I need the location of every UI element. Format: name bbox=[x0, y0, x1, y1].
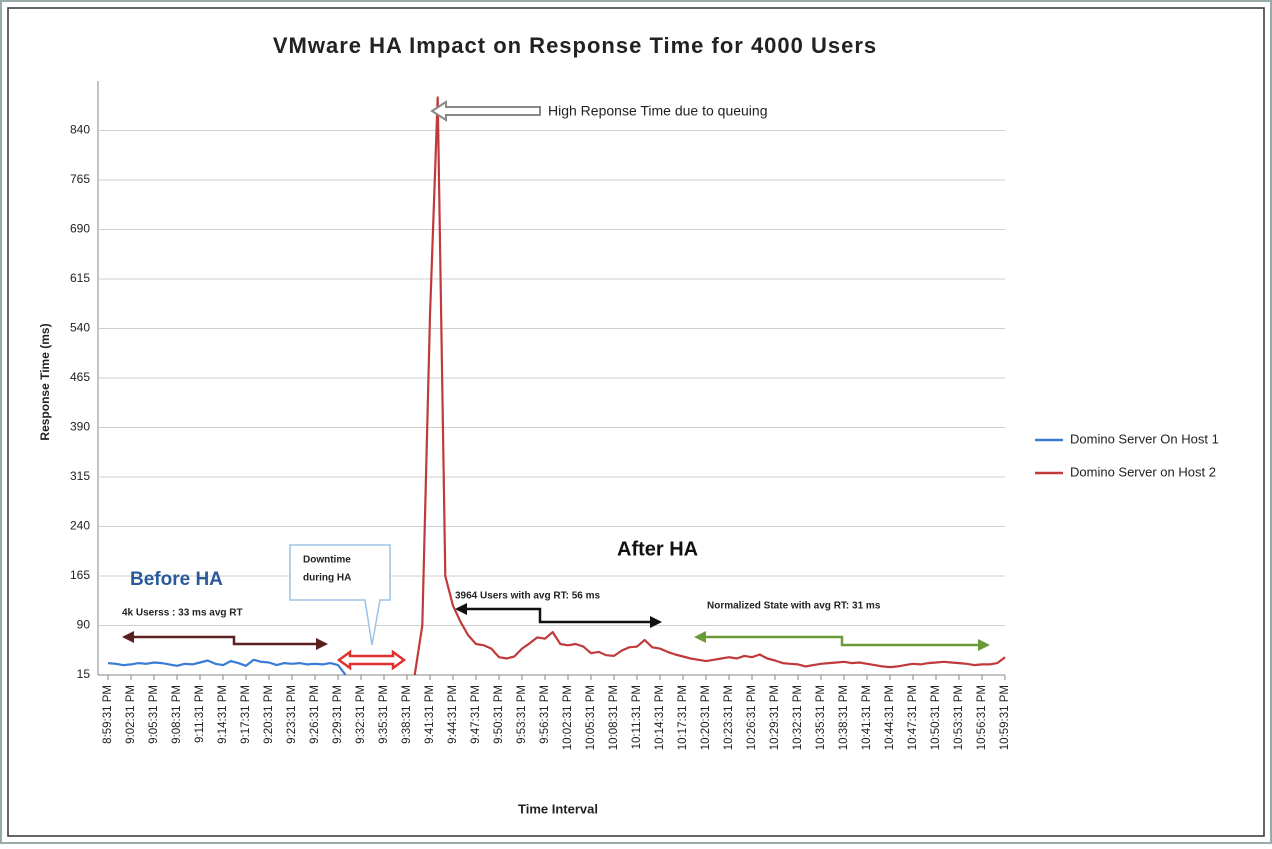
x-tick-label: 9:14:31 PM bbox=[217, 685, 229, 744]
x-tick-label: 9:20:31 PM bbox=[263, 685, 275, 744]
legend-label: Domino Server on Host 2 bbox=[1070, 464, 1216, 479]
y-tick-label: 465 bbox=[70, 370, 90, 384]
y-tick-label: 540 bbox=[70, 321, 90, 335]
x-tick-label: 10:44:31 PM bbox=[884, 685, 896, 750]
x-tick-label: 10:20:31 PM bbox=[700, 685, 712, 750]
x-tick-label: 10:56:31 PM bbox=[976, 685, 988, 750]
x-tick-label: 10:08:31 PM bbox=[608, 685, 620, 750]
grid bbox=[97, 81, 1006, 680]
after-arrow bbox=[457, 607, 658, 624]
annotation: Normalized State with avg RT: 31 ms bbox=[707, 601, 881, 612]
x-tick-label: 10:32:31 PM bbox=[792, 685, 804, 750]
x-tick-label: 10:47:31 PM bbox=[907, 685, 919, 750]
x-tick-label: 10:14:31 PM bbox=[654, 685, 666, 750]
x-tick-label: 9:05:31 PM bbox=[148, 685, 160, 744]
series-line bbox=[413, 96, 1006, 676]
x-tick-label: 9:35:31 PM bbox=[378, 685, 390, 744]
annotation: during HA bbox=[303, 573, 351, 584]
x-tick-label: 9:47:31 PM bbox=[470, 685, 482, 744]
x-tick-label: 10:26:31 PM bbox=[746, 685, 758, 750]
series-line bbox=[107, 658, 347, 676]
x-tick-label: 10:50:31 PM bbox=[930, 685, 942, 750]
x-tick-label: 9:23:31 PM bbox=[286, 685, 298, 744]
x-tick-label: 9:17:31 PM bbox=[240, 685, 252, 744]
x-tick-label: 9:56:31 PM bbox=[539, 685, 551, 744]
annotation: 4k Userss : 33 ms avg RT bbox=[122, 608, 243, 619]
x-tick-label: 9:29:31 PM bbox=[332, 685, 344, 744]
x-axis-label: Time Interval bbox=[518, 801, 598, 816]
x-tick-label: 9:38:31 PM bbox=[401, 685, 413, 744]
x-tick-label: 8:59:31 PM bbox=[102, 685, 114, 744]
x-tick-label: 10:17:31 PM bbox=[677, 685, 689, 750]
x-tick-label: 9:08:31 PM bbox=[171, 685, 183, 744]
legend-label: Domino Server On Host 1 bbox=[1070, 431, 1219, 446]
x-tick-label: 9:41:31 PM bbox=[424, 685, 436, 744]
y-tick-label: 15 bbox=[77, 667, 91, 681]
arrow-head bbox=[455, 603, 467, 615]
x-tick-label: 9:50:31 PM bbox=[493, 685, 505, 744]
x-tick-label: 10:23:31 PM bbox=[723, 685, 735, 750]
y-axis-label: Response Time (ms) bbox=[38, 323, 52, 440]
x-tick-label: 10:29:31 PM bbox=[769, 685, 781, 750]
x-tick-label: 9:32:31 PM bbox=[355, 685, 367, 744]
x-tick-label: 10:41:31 PM bbox=[861, 685, 873, 750]
arrow-head bbox=[694, 631, 706, 643]
y-tick-label: 90 bbox=[77, 618, 91, 632]
y-tick-label: 390 bbox=[70, 420, 90, 434]
x-tick-label: 10:11:31 PM bbox=[631, 685, 643, 749]
chart-title: VMware HA Impact on Response Time for 40… bbox=[273, 33, 877, 58]
annotation: Before HA bbox=[130, 569, 223, 590]
y-tick-label: 315 bbox=[70, 469, 90, 483]
arrow-head bbox=[650, 616, 662, 628]
arrow-head bbox=[978, 639, 990, 651]
x-tick-label: 10:53:31 PM bbox=[953, 685, 965, 750]
annotation: 3964 Users with avg RT: 56 ms bbox=[455, 591, 601, 602]
x-tick-label: 9:44:31 PM bbox=[447, 685, 459, 744]
y-tick-label: 615 bbox=[70, 271, 90, 285]
annotation: After HA bbox=[617, 538, 698, 560]
chart-border bbox=[7, 7, 1265, 837]
queue-arrow bbox=[430, 100, 541, 122]
x-tick-label: 9:02:31 PM bbox=[125, 685, 137, 744]
x-tick-label: 10:59:31 PM bbox=[999, 685, 1011, 750]
x-tick-label: 9:11:31 PM bbox=[194, 685, 206, 743]
x-tick-label: 10:35:31 PM bbox=[815, 685, 827, 750]
y-tick-label: 840 bbox=[70, 123, 90, 137]
y-tick-label: 165 bbox=[70, 568, 90, 582]
arrow-head bbox=[316, 638, 328, 650]
y-tick-label: 765 bbox=[70, 172, 90, 186]
arrow-head bbox=[122, 631, 134, 643]
x-tick-label: 10:05:31 PM bbox=[585, 685, 597, 750]
downtime-arrow bbox=[336, 649, 407, 671]
series-lines bbox=[107, 96, 1006, 676]
x-tick-label: 9:53:31 PM bbox=[516, 685, 528, 744]
before-arrow bbox=[124, 635, 326, 646]
callout bbox=[289, 544, 391, 646]
x-tick-label: 10:02:31 PM bbox=[562, 685, 574, 750]
x-tick-label: 10:38:31 PM bbox=[838, 685, 850, 750]
y-tick-label: 690 bbox=[70, 222, 90, 236]
x-tick-label: 9:26:31 PM bbox=[309, 685, 321, 744]
normal-arrow bbox=[697, 635, 986, 647]
y-tick-label: 240 bbox=[70, 519, 90, 533]
annotation: High Reponse Time due to queuing bbox=[548, 103, 767, 119]
annotation: Downtime bbox=[303, 555, 351, 566]
